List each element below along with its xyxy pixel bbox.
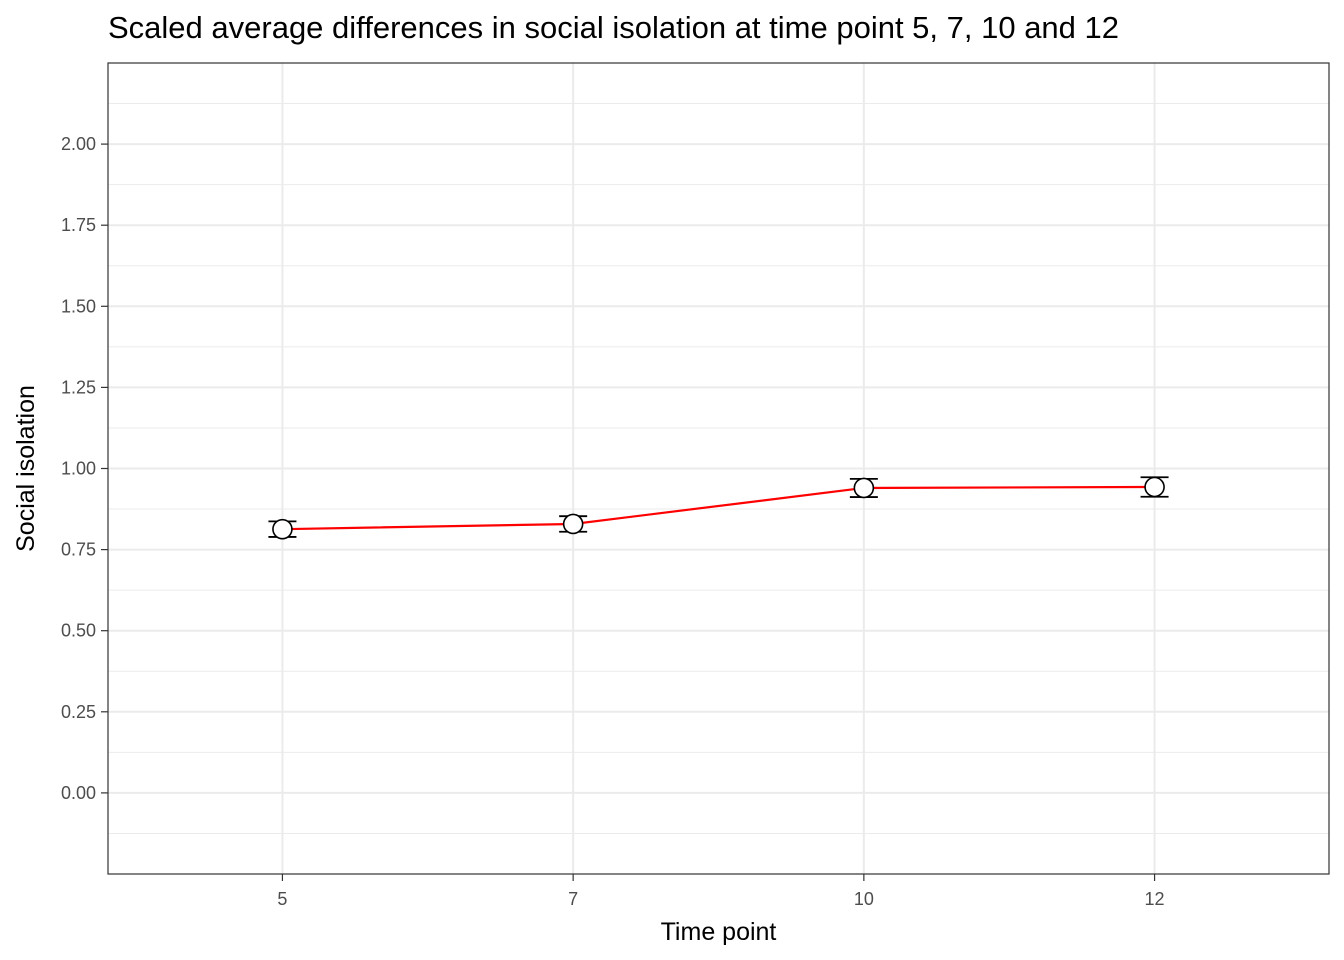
y-tick-label: 1.25 — [61, 377, 96, 397]
series-line — [282, 485, 1155, 531]
y-tick-label: 2.00 — [61, 134, 96, 154]
axis-layer: 0.00 0.25 0.50 0.75 1.00 1.25 1.50 1.75 2.00 5 7 10… — [61, 134, 1165, 909]
x-tick-label: 12 — [1145, 889, 1165, 909]
y-tick-label: 1.75 — [61, 215, 96, 235]
x-tick-label: 10 — [854, 889, 874, 909]
grid-minor — [108, 103, 1329, 834]
y-tick-label: 1.50 — [61, 296, 96, 316]
y-axis-title: Social isolation — [12, 385, 40, 552]
chart-title: Scaled average differences in social iso… — [108, 10, 1120, 45]
data-point — [272, 518, 293, 540]
y-tick-label: 0.75 — [61, 540, 96, 560]
x-tick-label: 5 — [277, 889, 287, 909]
data-layer — [268, 476, 1169, 540]
x-tick-label: 7 — [568, 889, 578, 909]
data-point — [853, 477, 875, 499]
y-tick-label: 0.50 — [61, 621, 96, 641]
data-point — [562, 513, 584, 535]
y-tick-label: 1.00 — [61, 459, 96, 479]
data-point — [1144, 476, 1165, 498]
x-axis-title: Time point — [661, 918, 777, 946]
y-tick-label: 0.25 — [61, 702, 96, 722]
grid-major — [108, 63, 1329, 874]
y-tick-label: 0.00 — [61, 783, 96, 803]
